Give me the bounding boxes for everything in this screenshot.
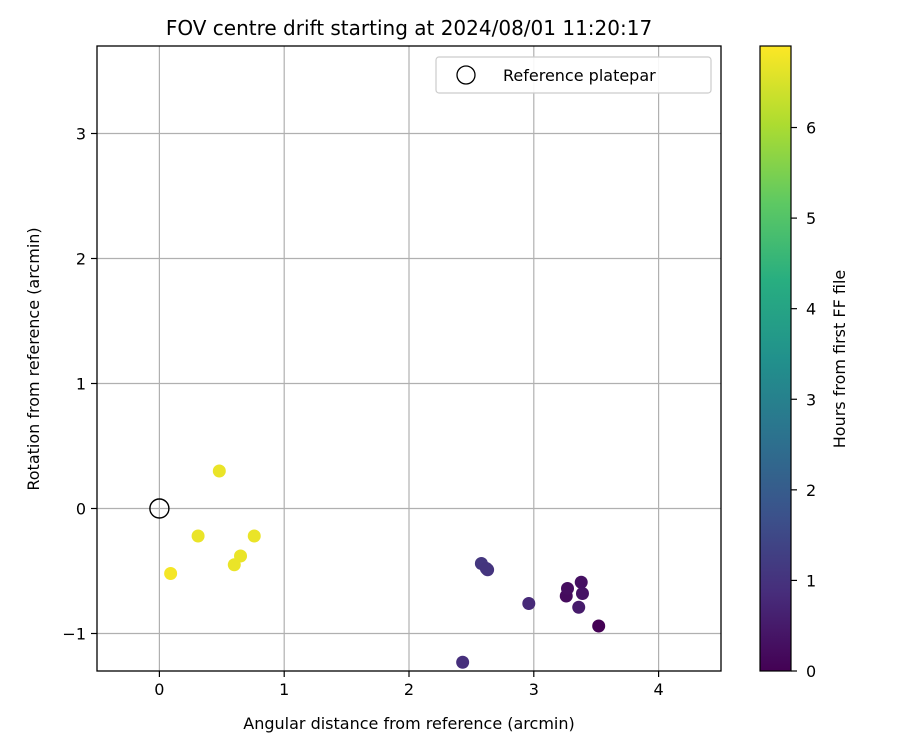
data-point-16 (164, 567, 178, 580)
colorbar-tick-label: 5 (806, 209, 816, 228)
reference-platepar-marker (149, 498, 170, 519)
data-point-11 (212, 464, 226, 478)
x-axis-title: Angular distance from reference (arcmin) (243, 714, 574, 733)
data-point-2 (560, 582, 574, 595)
data-points (164, 464, 606, 669)
x-tick-label: 0 (154, 680, 164, 699)
data-point-12 (191, 529, 205, 543)
colorbar-tick-label: 0 (806, 662, 816, 681)
y-tick-label: 2 (76, 250, 86, 269)
colorbar: 0 1 2 3 4 5 6 Hours from first FF file (759, 45, 849, 681)
colorbar-tick-label: 1 (806, 571, 816, 590)
grid-lines (97, 46, 721, 671)
y-tick-label: 1 (76, 375, 86, 394)
y-tick-label: 0 (76, 500, 86, 519)
colorbar-tick-label: 4 (806, 300, 816, 319)
data-point-9 (479, 562, 493, 575)
legend: Reference platepar (435, 56, 712, 94)
x-tick-label: 2 (404, 680, 414, 699)
x-tick-label: 3 (529, 680, 539, 699)
legend-box (435, 56, 712, 94)
y-axis-title: Rotation from reference (arcmin) (24, 227, 43, 490)
legend-label-reference: Reference platepar (503, 66, 656, 85)
x-tick-label: 4 (654, 680, 664, 699)
data-point-5 (572, 600, 586, 614)
colorbar-gradient (759, 45, 792, 672)
colorbar-ticks: 0 1 2 3 4 5 6 (791, 119, 816, 681)
y-axis-ticks: −1 0 1 2 3 (62, 125, 97, 644)
data-point-0 (592, 619, 606, 633)
x-tick-label: 1 (279, 680, 289, 699)
data-point-15 (227, 558, 241, 572)
data-point-10 (456, 655, 470, 669)
data-point-4 (575, 587, 589, 600)
data-point-6 (522, 597, 536, 610)
colorbar-title: Hours from first FF file (830, 270, 849, 449)
data-point-3 (574, 575, 588, 589)
colorbar-tick-label: 3 (806, 390, 816, 409)
y-tick-label: 3 (76, 125, 86, 144)
colorbar-tick-label: 2 (806, 481, 816, 500)
data-point-13 (247, 529, 261, 543)
reference-marker-layer (149, 498, 170, 519)
legend-marker-reference (456, 65, 476, 85)
x-axis-ticks: 0 1 2 3 4 (154, 671, 664, 699)
colorbar-tick-label: 6 (806, 119, 816, 138)
y-tick-label: −1 (62, 625, 86, 644)
chart-title: FOV centre drift starting at 2024/08/01 … (166, 16, 652, 40)
